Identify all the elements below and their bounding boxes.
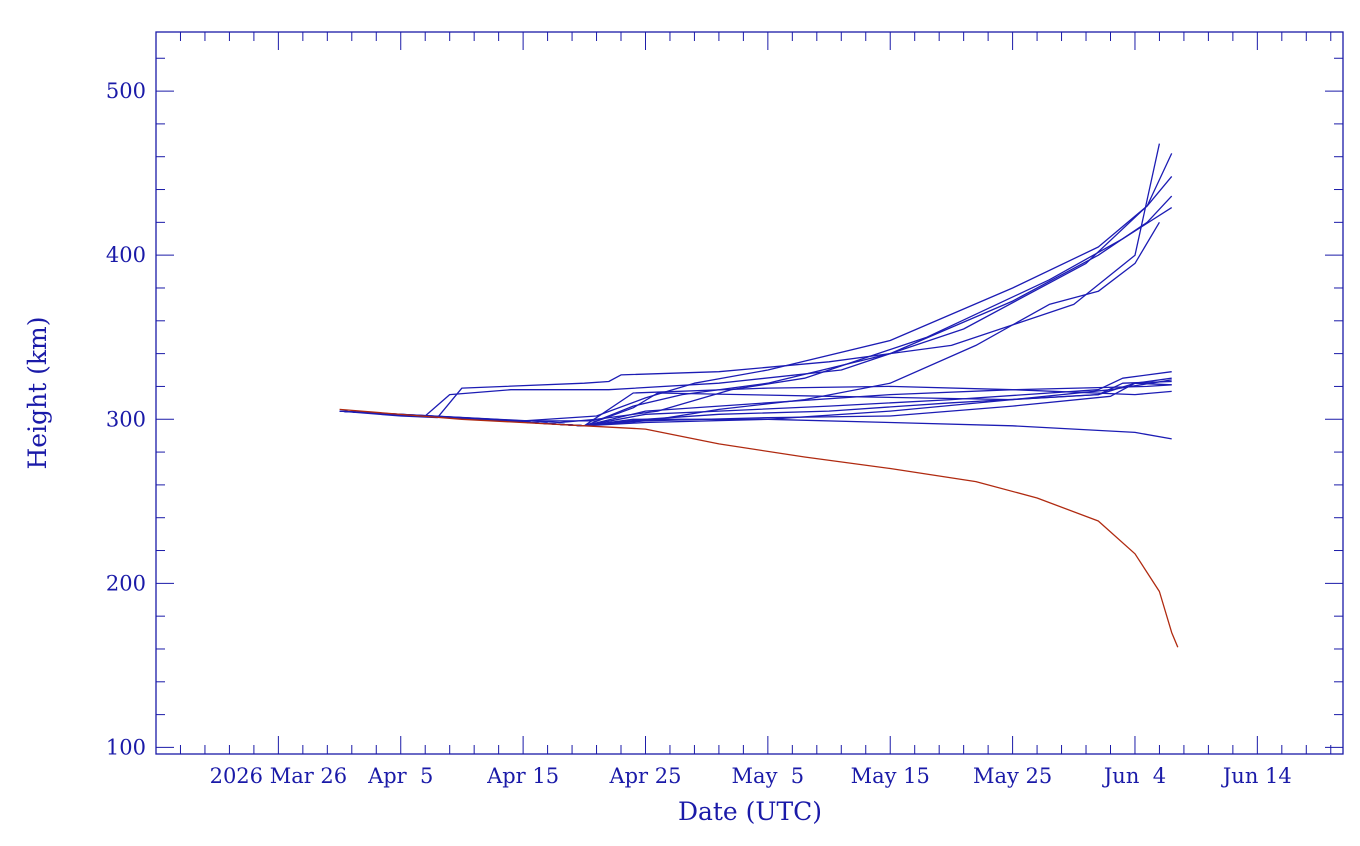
x-axis-label: Date (UTC) — [678, 797, 822, 826]
y-tick-label: 100 — [106, 735, 146, 759]
blue-series-line-4 — [339, 195, 1173, 422]
red-series-line — [339, 408, 1179, 648]
blue-series-line-7 — [339, 371, 1172, 427]
blue-series-line-14 — [339, 410, 1172, 440]
blue-series-line-1 — [339, 143, 1161, 419]
x-tick-label: Apr 15 — [486, 764, 559, 788]
plot-border — [155, 31, 1344, 755]
y-tick-label: 400 — [106, 243, 146, 267]
blue-series-line-12 — [339, 385, 1172, 427]
tick-labels: 2026 Mar 26 Apr 5 Apr 15 Apr 25 May 5 May 15 M… — [106, 79, 1292, 788]
y-tick-label: 200 — [106, 571, 146, 595]
x-tick-label: May 5 — [732, 764, 805, 788]
x-tick-label: Jun 4 — [1102, 764, 1166, 788]
blue-series-line-13 — [339, 384, 1172, 427]
x-tick-label: Jun 14 — [1221, 764, 1292, 788]
x-tick-label: 2026 Mar 26 — [210, 764, 348, 788]
series-group — [339, 143, 1179, 648]
y-tick-label: 300 — [106, 407, 146, 431]
plot-frame — [155, 31, 1344, 755]
tick-marks — [155, 32, 1343, 754]
blue-series-line-2 — [339, 153, 1173, 417]
blue-series-line-5 — [339, 207, 1173, 424]
x-tick-label: Apr 25 — [608, 764, 681, 788]
blue-series-line-10 — [339, 382, 1172, 427]
x-tick-label: May 15 — [851, 764, 930, 788]
y-tick-label: 500 — [106, 79, 146, 103]
x-tick-label: Apr 5 — [367, 764, 433, 788]
y-axis-label: Height (km) — [23, 316, 52, 469]
blue-series-line-3 — [339, 175, 1173, 422]
x-tick-label: May 25 — [973, 764, 1052, 788]
